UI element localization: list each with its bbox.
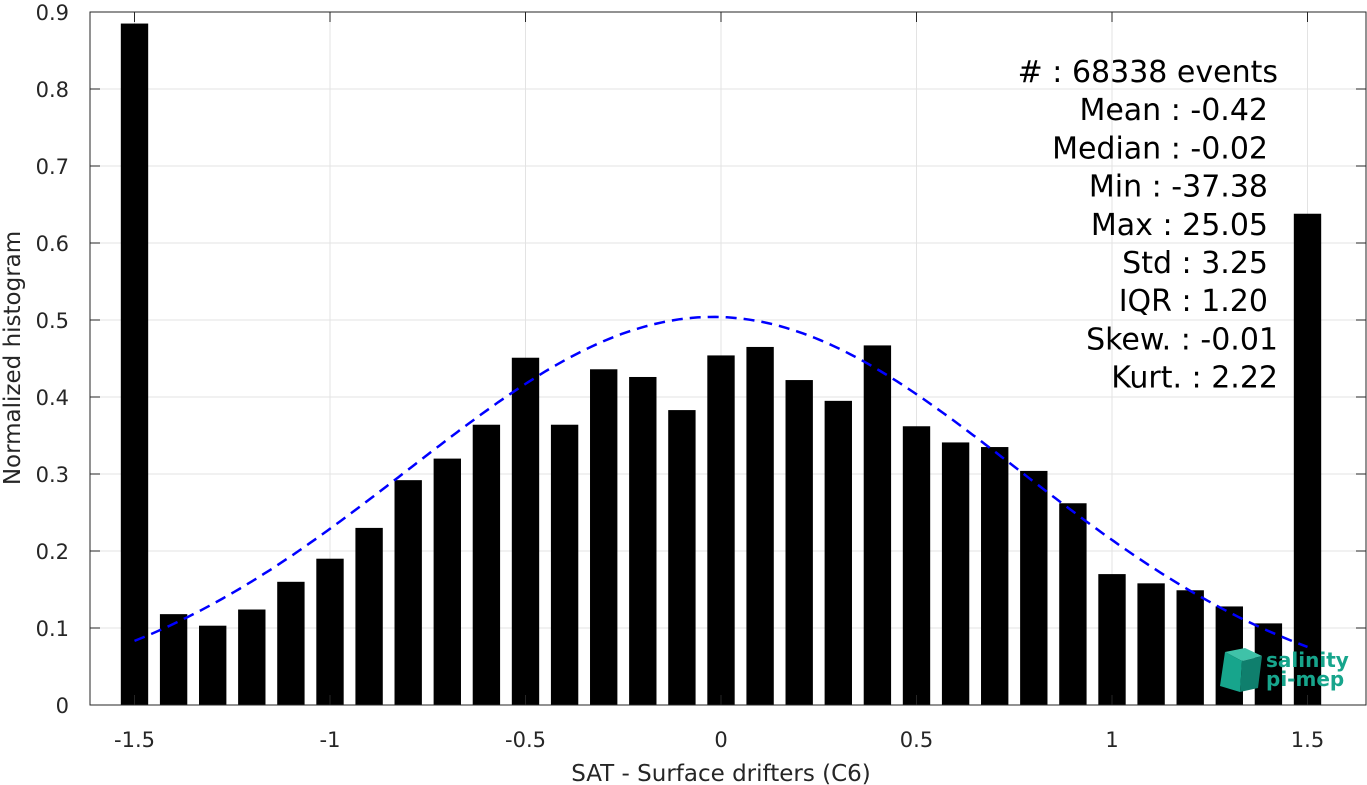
y-tick-label: 0.9: [36, 1, 69, 25]
x-tick-label: -0.5: [505, 728, 546, 752]
stat-line: Std : 3.25: [1122, 246, 1268, 281]
histogram-bar: [277, 581, 305, 705]
histogram-bar: [824, 400, 852, 705]
histogram-bar: [355, 527, 383, 705]
stat-line: Skew. : -0.01: [1086, 322, 1278, 357]
x-tick-label: -1.5: [114, 728, 155, 752]
stat-line: IQR : 1.20: [1119, 284, 1268, 319]
logo-line1: salinity: [1266, 648, 1349, 672]
histogram-bar: [902, 426, 931, 705]
histogram-bar: [590, 369, 618, 705]
histogram-bar: [238, 609, 266, 705]
x-tick-label: 0: [714, 728, 727, 752]
x-tick-label: 0.5: [900, 728, 933, 752]
plot-frame: [89, 11, 1367, 706]
stat-line: Min : -37.38: [1089, 170, 1268, 205]
y-tick-label: 0.5: [36, 309, 69, 333]
x-tick-label: 1.5: [1291, 728, 1324, 752]
axis-ticks: -1.5 -1 -0.5 0 0.5 1 1.5 0 0.1 0.2 0.3 0.4 0.5 0.6 0.7…: [36, 1, 1366, 752]
y-tick-label: 0.3: [36, 463, 69, 487]
histogram-bar: [316, 558, 344, 705]
x-tick-label: -1: [320, 728, 341, 752]
histogram-bar: [1098, 574, 1126, 705]
histogram-bar: [120, 23, 149, 706]
stat-line: Kurt. : 2.22: [1111, 361, 1278, 396]
histogram-bar: [1020, 470, 1048, 705]
stat-line: Max : 25.05: [1091, 208, 1268, 243]
histogram-bar: [1137, 583, 1165, 705]
stat-line: Median : -0.02: [1052, 131, 1268, 166]
histogram-bar: [1176, 590, 1204, 705]
gaussian-fit-curve: [134, 315, 1308, 649]
x-axis-label: SAT - Surface drifters (C6): [571, 761, 871, 785]
salinity-pi-mep-logo: salinity pi-mep: [1220, 648, 1349, 692]
histogram-bar: [394, 480, 422, 705]
histogram-bar: [981, 447, 1009, 705]
stat-line: Mean : -0.42: [1079, 93, 1268, 128]
logo-line2: pi-mep: [1266, 667, 1344, 691]
histogram-bar: [863, 345, 892, 705]
y-tick-label: 0: [56, 694, 69, 718]
y-tick-label: 0.2: [36, 540, 69, 564]
logo-cube-icon: [1220, 648, 1262, 692]
histogram-bars: [120, 23, 1322, 706]
y-tick-label: 0.7: [36, 155, 69, 179]
y-tick-label: 0.8: [36, 78, 69, 102]
y-axis-label: Normalized histogram: [0, 231, 26, 485]
histogram-bar: [511, 357, 540, 705]
histogram-bar: [550, 424, 579, 705]
y-tick-label: 0.1: [36, 617, 69, 641]
histogram-bar: [668, 410, 696, 705]
histogram-bar: [1293, 213, 1322, 706]
y-tick-label: 0.4: [36, 386, 69, 410]
histogram-bar: [199, 625, 227, 705]
histogram-bar: [433, 458, 461, 705]
histogram-bar: [785, 380, 813, 705]
stat-line: # : 68338 events: [1018, 55, 1278, 90]
y-tick-label: 0.6: [36, 232, 69, 256]
histogram-bar: [941, 442, 970, 705]
histogram-bar: [1059, 503, 1087, 705]
x-tick-label: 1: [1105, 728, 1118, 752]
histogram-bar: [159, 614, 188, 705]
histogram-bar: [629, 376, 657, 705]
histogram-bar: [746, 346, 774, 705]
histogram-bar: [472, 424, 501, 705]
histogram-bar: [707, 355, 735, 705]
